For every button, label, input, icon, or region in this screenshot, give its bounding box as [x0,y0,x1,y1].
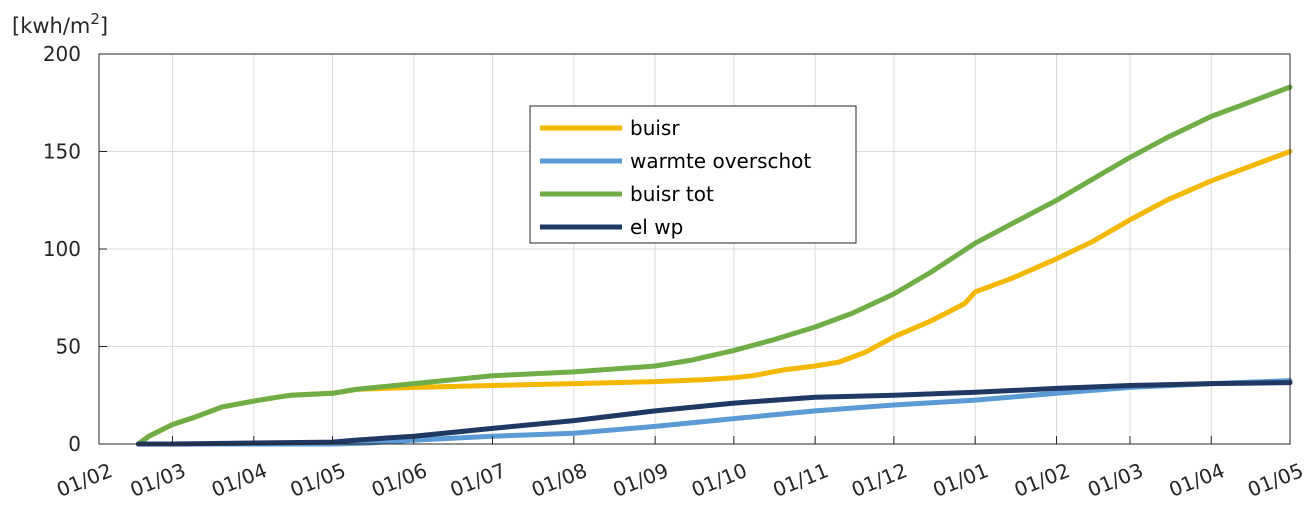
x-tick-label: 01/11 [769,458,831,502]
legend-label: warmte overschot [630,149,811,173]
x-tick-label: 01/03 [127,458,189,502]
y-axis-ticks: 0 50 100 150 200 [43,42,107,456]
y-tick-label: 100 [43,237,81,261]
x-tick-label: 01/01 [929,458,991,502]
series-line-el-wp [135,380,1293,447]
x-tick-label: 01/04 [208,458,270,502]
y-tick-label: 200 [43,42,81,66]
legend-label: el wp [630,215,683,239]
x-tick-label: 01/02 [53,458,115,502]
legend: buisr warmte overschot buisr tot el wp [529,105,857,244]
x-tick-label: 01/05 [1244,458,1305,502]
legend-label: buisr [630,116,680,140]
y-tick-label: 150 [43,140,81,164]
x-tick-label: 01/06 [368,458,430,502]
x-tick-label: 01/04 [1165,458,1227,502]
x-tick-label: 01/03 [1084,458,1146,502]
x-tick-label: 01/02 [1011,458,1073,502]
series-lines [135,84,1293,447]
series-line-warmte-overschot [135,378,1293,447]
y-axis-unit-label: [kwh/m2] [12,10,108,38]
x-tick-label: 01/12 [848,458,910,502]
x-tick-label: 01/05 [287,458,349,502]
legend-label: buisr tot [630,182,714,206]
x-tick-label: 01/10 [688,458,750,502]
x-tick-label: 01/07 [447,458,509,502]
x-tick-label: 01/09 [609,458,671,502]
series-line-buisr-tot [135,84,1293,447]
y-tick-label: 50 [56,335,81,359]
x-tick-label: 01/08 [528,458,590,502]
y-tick-label: 0 [68,432,81,456]
